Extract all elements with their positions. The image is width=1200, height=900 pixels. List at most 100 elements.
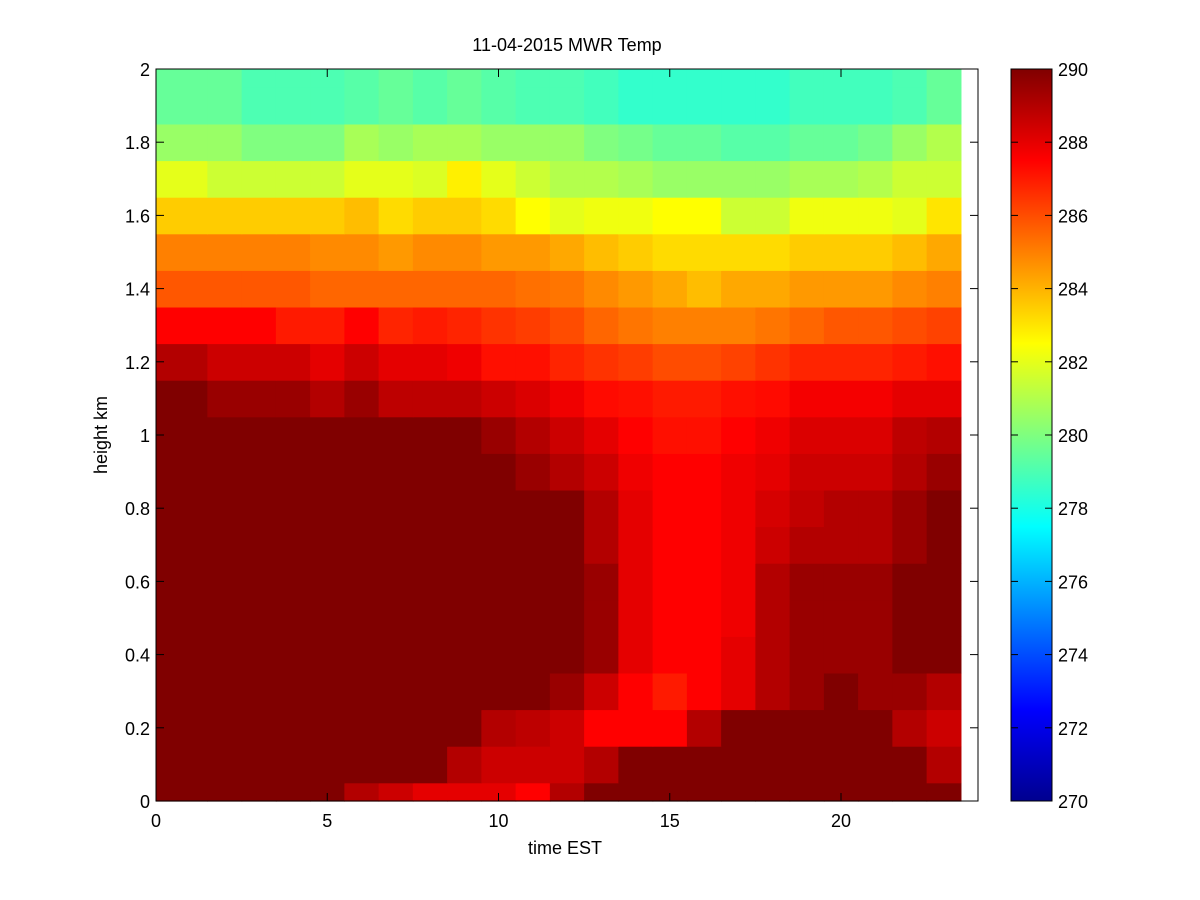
colorbar-tick-label: 276 bbox=[1058, 572, 1088, 592]
heatmap-cell bbox=[721, 636, 756, 674]
heatmap-cell bbox=[823, 672, 859, 711]
x-tick-label: 10 bbox=[488, 811, 508, 831]
heatmap-cell bbox=[412, 563, 448, 601]
heatmap-cell bbox=[892, 416, 928, 454]
heatmap-cell bbox=[344, 306, 380, 345]
x-tick-label: 15 bbox=[660, 811, 680, 831]
heatmap-cell bbox=[412, 233, 448, 271]
heatmap-cell bbox=[721, 270, 756, 308]
heatmap-cell bbox=[618, 87, 654, 125]
heatmap-cell bbox=[207, 160, 243, 198]
heatmap-cell bbox=[207, 233, 243, 271]
heatmap-cell bbox=[344, 197, 380, 235]
heatmap-cell bbox=[156, 599, 208, 637]
heatmap-cell bbox=[447, 526, 482, 564]
y-axis: 0 0.2 0.4 0.6 0.8 1 1.2 1.4 1.6 1.8 2 bbox=[125, 60, 978, 812]
heatmap-cell bbox=[241, 526, 277, 564]
heatmap-cell bbox=[447, 453, 482, 491]
heatmap-cell bbox=[584, 123, 619, 162]
heatmap-cell bbox=[549, 380, 585, 418]
heatmap-cell bbox=[412, 636, 448, 674]
heatmap-cell bbox=[858, 197, 893, 235]
heatmap-cell bbox=[686, 87, 722, 125]
heatmap-cell bbox=[789, 197, 825, 235]
heatmap-cell bbox=[789, 709, 825, 747]
heatmap-cell bbox=[686, 343, 722, 381]
heatmap-cell bbox=[858, 489, 893, 528]
heatmap-cell bbox=[858, 306, 893, 345]
heatmap-cell bbox=[926, 599, 962, 637]
heatmap-cell bbox=[686, 453, 722, 491]
chart-title: 11-04-2015 MWR Temp bbox=[472, 35, 661, 55]
heatmap-cell bbox=[378, 160, 414, 198]
heatmap-cell bbox=[412, 526, 448, 564]
heatmap-cell bbox=[378, 197, 414, 235]
y-tick-label: 1 bbox=[140, 426, 150, 446]
heatmap-cell bbox=[652, 233, 688, 271]
heatmap-cell bbox=[618, 563, 654, 601]
heatmap-cell bbox=[156, 197, 208, 235]
heatmap-cell bbox=[515, 489, 551, 528]
heatmap-cell bbox=[926, 746, 962, 784]
heatmap-cell bbox=[823, 636, 859, 674]
heatmap-cell bbox=[823, 416, 859, 454]
heatmap-cell bbox=[481, 672, 517, 711]
heatmap-cell bbox=[652, 416, 688, 454]
heatmap-cell bbox=[412, 197, 448, 235]
heatmap-cell bbox=[755, 782, 791, 802]
heatmap-cell bbox=[310, 270, 345, 308]
heatmap-cell bbox=[618, 380, 654, 418]
heatmap-cell bbox=[618, 343, 654, 381]
heatmap-cell bbox=[789, 306, 825, 345]
heatmap-cell bbox=[686, 636, 722, 674]
heatmap-cell bbox=[789, 526, 825, 564]
heatmap-cell bbox=[378, 782, 414, 802]
heatmap-cell bbox=[584, 160, 619, 198]
heatmap-cell bbox=[241, 233, 277, 271]
heatmap-cell bbox=[156, 123, 208, 162]
heatmap-cell bbox=[241, 453, 277, 491]
heatmap-cell bbox=[412, 416, 448, 454]
heatmap-cell bbox=[789, 746, 825, 784]
heatmap-cell bbox=[652, 453, 688, 491]
y-tick-label: 0.6 bbox=[125, 572, 150, 592]
heatmap-cell bbox=[721, 380, 756, 418]
heatmap-cell bbox=[549, 233, 585, 271]
heatmap-cell bbox=[892, 489, 928, 528]
heatmap-cell bbox=[156, 233, 208, 271]
heatmap-cell bbox=[618, 709, 654, 747]
heatmap-cell bbox=[241, 343, 277, 381]
heatmap-cell bbox=[584, 453, 619, 491]
heatmap-cell bbox=[584, 270, 619, 308]
heatmap-cell bbox=[515, 599, 551, 637]
heatmap-cell bbox=[652, 343, 688, 381]
heatmap-cell bbox=[275, 380, 311, 418]
heatmap-cell bbox=[892, 160, 928, 198]
colorbar-axis: 270 272 274 276 278 280 282 284 286 288 290 bbox=[1011, 60, 1088, 812]
heatmap-cell bbox=[549, 636, 585, 674]
heatmap-cell bbox=[926, 526, 962, 564]
heatmap-cell bbox=[721, 746, 756, 784]
heatmap-cell bbox=[584, 636, 619, 674]
heatmap-cell bbox=[378, 563, 414, 601]
heatmap-cell bbox=[344, 782, 380, 802]
heatmap-cell bbox=[686, 233, 722, 271]
heatmap-cell bbox=[686, 746, 722, 784]
heatmap-cell bbox=[755, 380, 791, 418]
heatmap-cell bbox=[447, 160, 482, 198]
heatmap-cell bbox=[652, 709, 688, 747]
heatmap-cell bbox=[721, 563, 756, 601]
heatmap-cell bbox=[275, 306, 311, 345]
heatmap-cell bbox=[310, 709, 345, 747]
heatmap-cell bbox=[892, 233, 928, 271]
heatmap-cell bbox=[310, 306, 345, 345]
heatmap-cell bbox=[481, 123, 517, 162]
heatmap-cell bbox=[652, 782, 688, 802]
heatmap-cell bbox=[378, 709, 414, 747]
heatmap-cell bbox=[926, 489, 962, 528]
heatmap-cell bbox=[858, 270, 893, 308]
heatmap-cell bbox=[207, 636, 243, 674]
heatmap-cell bbox=[344, 599, 380, 637]
heatmap-cell bbox=[447, 563, 482, 601]
heatmap-cell bbox=[515, 123, 551, 162]
